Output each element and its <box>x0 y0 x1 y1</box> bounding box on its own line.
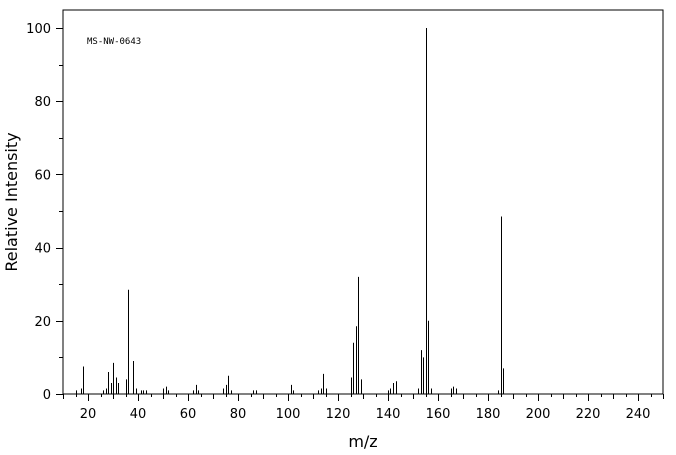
x-tick-label: 20 <box>80 407 97 422</box>
x-axis-ticks: 20 40 60 80 100 120 140 160 180 200 220 240 <box>63 394 664 422</box>
y-axis-label: Relative Intensity <box>2 132 21 271</box>
x-tick-label: 140 <box>376 407 401 422</box>
x-tick-label: 200 <box>526 407 551 422</box>
y-tick-label: 80 <box>34 95 51 110</box>
spectrum-annotation: MS-NW-0643 <box>87 37 141 47</box>
y-tick-label: 100 <box>26 22 51 37</box>
y-tick-label: 0 <box>43 388 51 403</box>
y-axis-ticks: 0 20 40 60 80 100 <box>26 22 63 403</box>
y-tick-label: 40 <box>34 242 51 257</box>
y-tick-label: 60 <box>34 168 51 183</box>
peak-series <box>76 28 504 394</box>
x-tick-label: 240 <box>626 407 651 422</box>
x-tick-label: 220 <box>576 407 601 422</box>
x-tick-label: 100 <box>276 407 301 422</box>
x-tick-label: 180 <box>476 407 501 422</box>
y-tick-label: 20 <box>34 315 51 330</box>
x-tick-label: 120 <box>326 407 351 422</box>
x-axis-label: m/z <box>348 432 377 451</box>
x-tick-label: 80 <box>230 407 247 422</box>
plot-frame <box>62 9 664 395</box>
x-tick-label: 60 <box>180 407 197 422</box>
x-tick-label: 160 <box>426 407 451 422</box>
x-tick-label: 40 <box>130 407 147 422</box>
